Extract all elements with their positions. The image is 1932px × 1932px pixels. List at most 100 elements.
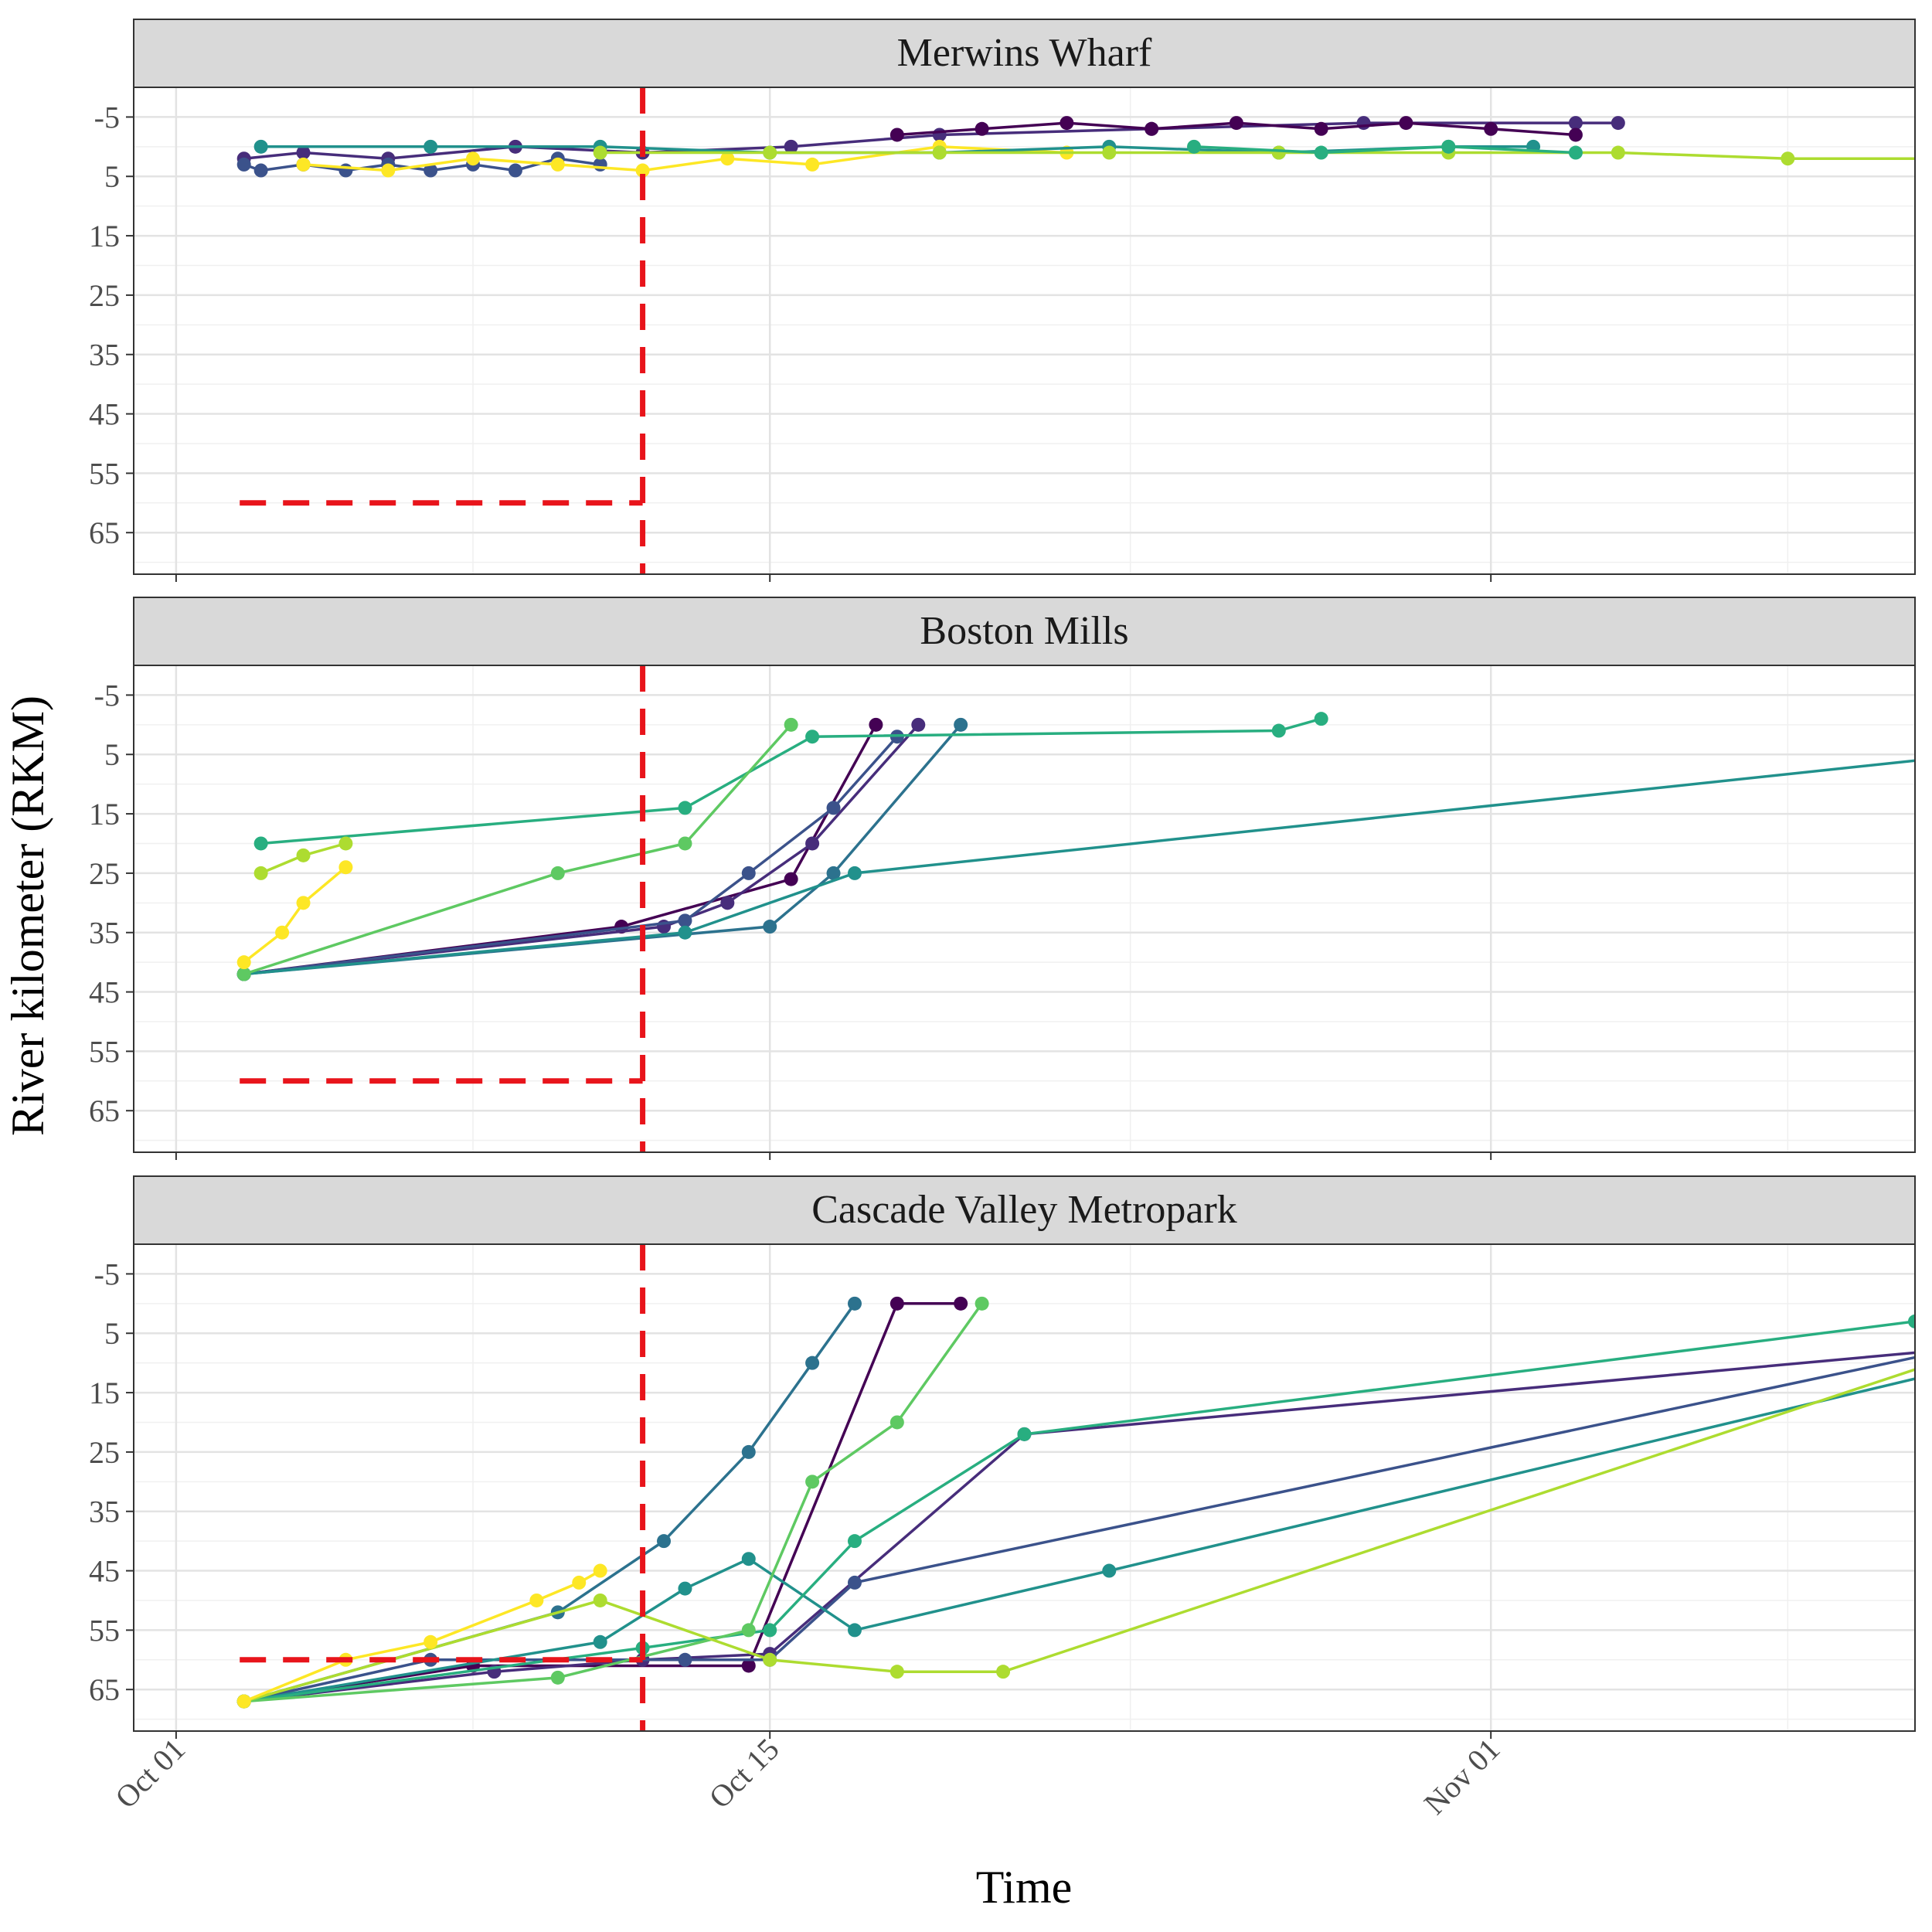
data-point xyxy=(869,717,883,732)
data-point xyxy=(1314,121,1328,136)
data-point xyxy=(678,836,692,851)
data-point xyxy=(847,1296,862,1311)
data-point xyxy=(1356,116,1371,131)
plot-background xyxy=(134,665,1915,1152)
data-point xyxy=(1102,1563,1117,1578)
data-point xyxy=(763,1652,777,1667)
data-point xyxy=(1568,116,1583,131)
y-tick-label: 65 xyxy=(89,515,120,550)
data-point xyxy=(763,145,777,160)
panel-border xyxy=(133,87,1916,575)
data-point xyxy=(805,1475,820,1489)
data-point xyxy=(593,1563,607,1578)
data-point xyxy=(1441,139,1456,154)
data-point xyxy=(741,1658,756,1673)
panel-strip-title: Cascade Valley Metropark xyxy=(811,1188,1237,1232)
y-tick-label: 55 xyxy=(89,1613,120,1648)
data-point xyxy=(741,866,756,880)
data-point xyxy=(805,730,820,744)
x-tick-label: Oct 01 xyxy=(108,1732,192,1815)
y-tick-label: 25 xyxy=(89,1435,120,1470)
data-point xyxy=(550,157,565,172)
data-point xyxy=(423,1634,438,1649)
data-point xyxy=(1145,121,1159,136)
data-point xyxy=(1102,145,1117,160)
data-point xyxy=(741,1623,756,1638)
x-tick-label: Nov 01 xyxy=(1417,1732,1507,1821)
data-point xyxy=(1271,723,1286,738)
data-point xyxy=(529,1593,544,1607)
data-point xyxy=(296,145,311,160)
data-point xyxy=(236,967,251,981)
y-tick-label: 55 xyxy=(89,456,120,491)
panel-strip-title: Merwins Wharf xyxy=(897,31,1152,75)
data-point xyxy=(1271,145,1286,160)
data-point xyxy=(1399,116,1413,131)
data-point xyxy=(1187,139,1202,154)
data-point xyxy=(593,145,607,160)
x-axis-title: Time xyxy=(976,1862,1073,1913)
data-point xyxy=(253,139,268,154)
data-point xyxy=(847,1623,862,1638)
data-point xyxy=(1484,121,1498,136)
series-line xyxy=(243,866,347,964)
data-point xyxy=(275,925,290,940)
y-tick-label: 5 xyxy=(104,159,120,194)
data-point xyxy=(889,128,904,142)
y-tick-label: -5 xyxy=(94,100,120,134)
data-point xyxy=(996,1665,1011,1679)
data-point xyxy=(657,1534,672,1549)
plot-background xyxy=(134,87,1915,574)
y-tick-label: 35 xyxy=(89,916,120,951)
data-point xyxy=(975,121,989,136)
y-tick-label: 45 xyxy=(89,397,120,432)
data-point xyxy=(889,1415,904,1430)
data-point xyxy=(847,1575,862,1590)
data-point xyxy=(889,1296,904,1311)
data-point xyxy=(975,1296,989,1311)
data-point xyxy=(296,157,311,172)
series-line xyxy=(243,723,793,976)
series-line xyxy=(1193,145,1577,155)
data-point xyxy=(763,1623,777,1638)
panel-strip xyxy=(133,19,1916,88)
data-point xyxy=(678,913,692,928)
data-point xyxy=(466,151,481,166)
panel-data xyxy=(236,1244,1915,1731)
data-point xyxy=(1908,1314,1915,1328)
data-point xyxy=(805,836,820,851)
data-point xyxy=(236,157,251,172)
data-point xyxy=(635,163,650,178)
data-point xyxy=(784,717,798,732)
panel-3: Cascade Valley Metropark -5 5 15 25 35 45 55 65 xyxy=(89,1175,1916,1739)
data-point xyxy=(720,151,735,166)
data-point xyxy=(932,145,947,160)
data-point xyxy=(678,925,692,940)
data-point xyxy=(678,1581,692,1596)
data-point xyxy=(784,139,798,154)
panel-strip xyxy=(133,597,1916,666)
series-line xyxy=(243,1302,984,1703)
data-point xyxy=(678,1652,692,1667)
panel-data xyxy=(236,665,1915,1152)
y-tick-label: 5 xyxy=(104,1316,120,1351)
data-point xyxy=(1611,145,1625,160)
series-line xyxy=(243,1320,1915,1703)
data-point xyxy=(253,866,268,880)
data-point xyxy=(847,1534,862,1549)
data-point xyxy=(678,801,692,815)
data-point xyxy=(423,139,438,154)
x-tick-label: Oct 15 xyxy=(702,1732,786,1815)
series-line xyxy=(243,1368,1915,1703)
data-point xyxy=(805,1355,820,1370)
data-point xyxy=(1568,128,1583,142)
data-point xyxy=(847,866,862,880)
data-point xyxy=(423,163,438,178)
y-tick-label: 65 xyxy=(89,1672,120,1707)
y-tick-label: 45 xyxy=(89,1554,120,1589)
panel-border xyxy=(133,1243,1916,1732)
panel-2: Boston Mills -5 5 15 25 35 45 55 65 xyxy=(89,597,1916,1160)
data-point xyxy=(911,717,926,732)
y-tick-label: 25 xyxy=(89,856,120,891)
